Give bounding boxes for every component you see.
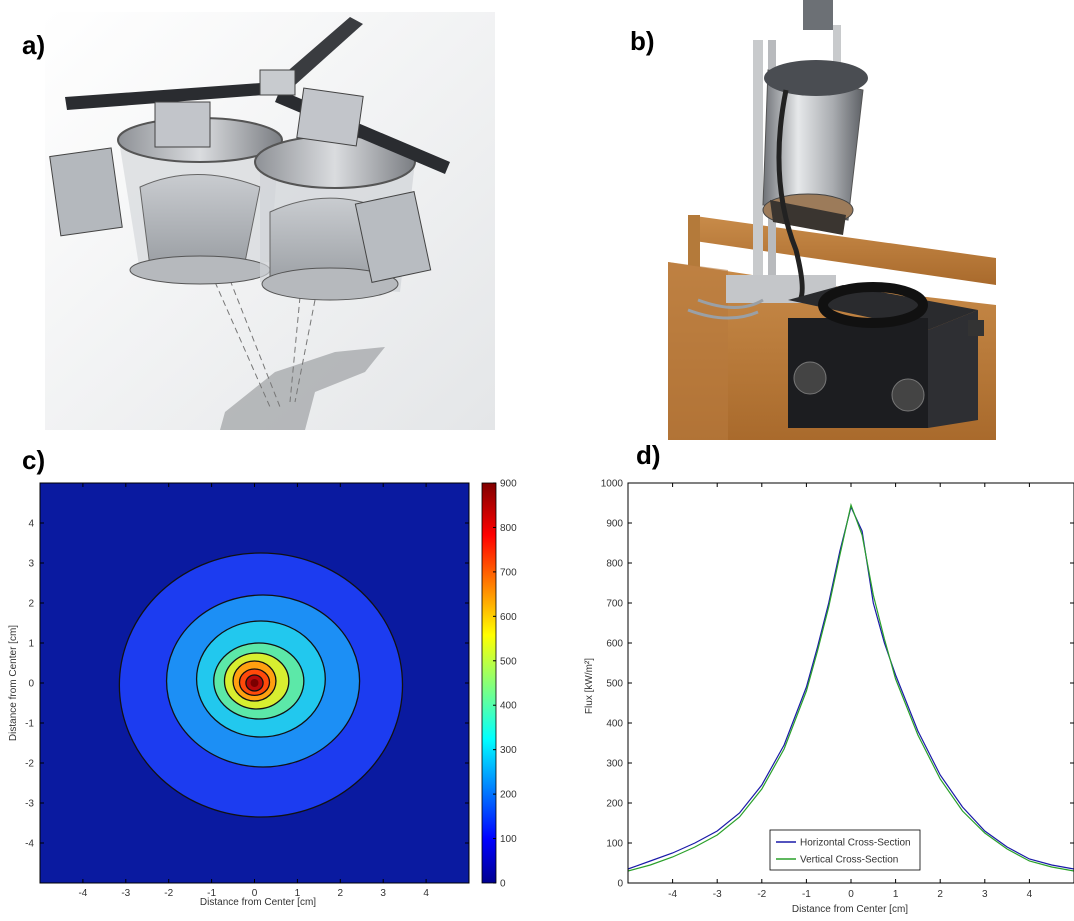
heatmap-ytick: 4	[28, 519, 34, 530]
colorbar-tick: 900	[500, 479, 517, 490]
heatmap-ytick: 3	[28, 559, 34, 570]
heatmap-ytick: -4	[25, 839, 34, 850]
line-xtick: -4	[668, 889, 677, 900]
line-ytick: 100	[606, 839, 623, 850]
legend-entry: Vertical Cross-Section	[800, 855, 898, 866]
colorbar-tick: 100	[500, 834, 517, 845]
heatmap-ytick: 0	[28, 679, 34, 690]
heatmap-xtick: 3	[380, 888, 386, 899]
line-xtick: -3	[713, 889, 722, 900]
colorbar-tick: 500	[500, 656, 517, 667]
heatmap-ylabel: Distance from Center [cm]	[8, 625, 19, 741]
heatmap-xtick: 4	[423, 888, 429, 899]
panel-label-b: b)	[630, 26, 655, 56]
heatmap-xtick: 0	[252, 888, 258, 899]
colorbar-tick: 200	[500, 790, 517, 801]
line-ytick: 1000	[601, 479, 624, 490]
heatmap-xtick: -3	[121, 888, 130, 899]
line-xtick: -2	[757, 889, 766, 900]
chart-legend: Horizontal Cross-Section Vertical Cross-S…	[769, 829, 921, 871]
line-ytick: 800	[606, 559, 623, 570]
heatmap-xtick: 2	[338, 888, 344, 899]
heatmap-xtick: -1	[207, 888, 216, 899]
legend-entry: Horizontal Cross-Section	[800, 838, 911, 849]
line-ytick: 500	[606, 679, 623, 690]
heatmap-xtick: 1	[295, 888, 301, 899]
line-frame	[627, 482, 1074, 884]
line-xlabel: Distance from Center [cm]	[792, 904, 908, 915]
heatmap-ytick: -2	[25, 759, 34, 770]
heatmap-ytick: 2	[28, 599, 34, 610]
colorbar-tick: 400	[500, 701, 517, 712]
colorbar-tick: 300	[500, 745, 517, 756]
panel-label-c: c)	[22, 445, 46, 475]
line-ylabel: Flux [kW/m²]	[584, 658, 595, 714]
colorbar	[481, 482, 497, 884]
heatmap-xtick: -2	[164, 888, 173, 899]
colorbar-tick: 600	[500, 612, 517, 623]
line-ytick: 600	[606, 639, 623, 650]
line-xtick: 0	[848, 889, 854, 900]
heatmap-ytick: -1	[25, 719, 34, 730]
heatmap-xlabel: Distance from Center [cm]	[200, 897, 316, 908]
cad-rendering-image	[45, 12, 495, 430]
line-ytick: 700	[606, 599, 623, 610]
line-xtick: 2	[937, 889, 943, 900]
flux-profile-svg: -4 -3 -2 -1 0 1 2 3 4 0 100 200 300 400 500 600 700 800 90…	[584, 479, 1074, 915]
line-xtick: 1	[893, 889, 899, 900]
colorbar-tick: 700	[500, 567, 517, 578]
hardware-photo-image	[668, 0, 998, 440]
line-xtick: -1	[802, 889, 811, 900]
flux-heatmap-svg: -4 -3 -2 -1 0 1 2 3 4 4 3 2 1 0 -1 -2 -3 -4 900 800 700 600 5…	[8, 479, 517, 909]
line-ytick: 900	[606, 519, 623, 530]
heatmap-xtick: -4	[78, 888, 87, 899]
flux-profile-chart: -4 -3 -2 -1 0 1 2 3 4 0 100 200 300 400 500 600 700 800 90…	[560, 470, 1074, 916]
line-ytick: 200	[606, 799, 623, 810]
line-ytick: 0	[617, 879, 623, 890]
colorbar-tick: 0	[500, 879, 506, 890]
panel-label-a: a)	[22, 30, 46, 60]
heatmap-peak	[250, 679, 259, 687]
panel-label-d: d)	[636, 440, 661, 470]
series-line-horizontal	[627, 505, 1074, 870]
line-xtick: 3	[982, 889, 988, 900]
heatmap-ytick: -3	[25, 799, 34, 810]
heatmap-plot-area	[40, 483, 469, 883]
line-ytick: 300	[606, 759, 623, 770]
line-ytick: 400	[606, 719, 623, 730]
flux-heatmap-chart: -4 -3 -2 -1 0 1 2 3 4 4 3 2 1 0 -1 -2 -3 -4 900 800 700 600 5…	[0, 470, 540, 916]
line-xtick: 4	[1027, 889, 1033, 900]
heatmap-ytick: 1	[28, 639, 34, 650]
colorbar-tick: 800	[500, 523, 517, 534]
series-line-vertical	[627, 502, 1074, 872]
legend-box	[769, 829, 921, 871]
